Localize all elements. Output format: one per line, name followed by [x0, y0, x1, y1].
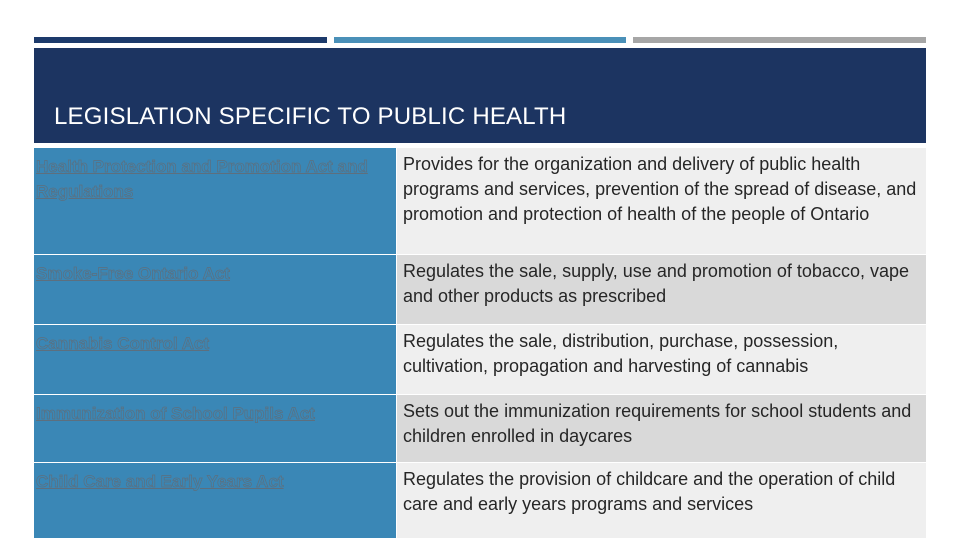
accent-bar-gray	[633, 37, 926, 43]
slide-title: LEGISLATION SPECIFIC TO PUBLIC HEALTH	[54, 103, 567, 130]
description-cell: Regulates the provision of childcare and…	[396, 462, 926, 539]
table-row: Immunization of School Pupils Act Sets o…	[34, 394, 926, 463]
table-row: Smoke-Free Ontario Act Regulates the sal…	[34, 254, 926, 325]
act-cell: Health Protection and Promotion Act and …	[34, 148, 397, 255]
legislation-table: Health Protection and Promotion Act and …	[34, 148, 926, 539]
description-cell: Provides for the organization and delive…	[396, 148, 926, 255]
table-row: Health Protection and Promotion Act and …	[34, 148, 926, 255]
act-link[interactable]: Cannabis Control Act	[36, 333, 210, 353]
act-description: Provides for the organization and delive…	[403, 154, 917, 224]
act-cell: Cannabis Control Act	[34, 324, 397, 395]
description-cell: Sets out the immunization requirements f…	[396, 394, 926, 463]
table-row: Child Care and Early Years Act Regulates…	[34, 462, 926, 539]
description-cell: Regulates the sale, distribution, purcha…	[396, 324, 926, 395]
act-cell: Smoke-Free Ontario Act	[34, 254, 397, 325]
act-cell: Child Care and Early Years Act	[34, 462, 397, 539]
act-description: Sets out the immunization requirements f…	[403, 400, 912, 446]
act-link[interactable]: Immunization of School Pupils Act	[36, 403, 316, 423]
accent-bar-blue	[334, 37, 626, 43]
act-link[interactable]: Smoke-Free Ontario Act	[36, 263, 231, 283]
description-cell: Regulates the sale, supply, use and prom…	[396, 254, 926, 325]
accent-bar-navy	[34, 37, 327, 43]
act-description: Regulates the sale, supply, use and prom…	[403, 260, 909, 306]
act-cell: Immunization of School Pupils Act	[34, 394, 397, 463]
table-row: Cannabis Control Act Regulates the sale,…	[34, 324, 926, 395]
act-description: Regulates the provision of childcare and…	[403, 468, 896, 514]
title-banner: LEGISLATION SPECIFIC TO PUBLIC HEALTH	[34, 48, 926, 143]
act-link[interactable]: Child Care and Early Years Act	[36, 471, 284, 491]
act-description: Regulates the sale, distribution, purcha…	[403, 330, 839, 376]
act-link[interactable]: Health Protection and Promotion Act and …	[36, 157, 369, 202]
